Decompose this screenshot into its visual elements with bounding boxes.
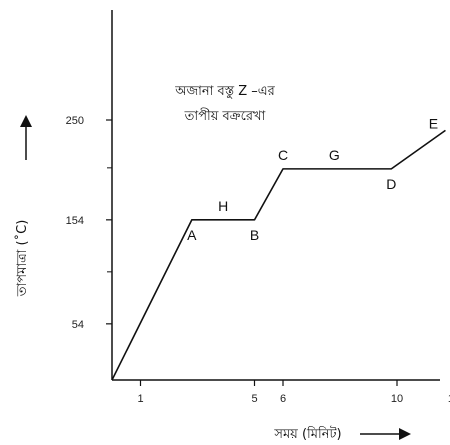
y-tick-label-54: 54 — [72, 319, 84, 331]
y-axis-title: তাপমাত্রা (˚C) — [14, 220, 30, 298]
point-label-A: A — [187, 227, 197, 243]
x-tick-label-10: 10 — [391, 393, 403, 405]
point-label-H: H — [218, 198, 228, 214]
point-label-D: D — [386, 176, 396, 192]
x-axis-title: সময় (মিনিট) — [273, 426, 341, 442]
point-label-B: B — [250, 227, 259, 243]
x-tick-label-12: 12 — [448, 393, 450, 405]
ticks-group: 1 5 6 10 12 54 154 250 — [66, 115, 450, 405]
heating-curve-line — [111, 129, 446, 381]
point-label-G: G — [329, 147, 340, 163]
chart-title-line-1: অজানা বস্তু Z –এর — [174, 84, 275, 99]
point-labels-group: A B C D E H G — [187, 115, 438, 242]
x-tick-label-6: 6 — [280, 393, 286, 405]
x-tick-label-1: 1 — [137, 393, 143, 405]
series-group — [111, 129, 446, 381]
y-tick-label-250: 250 — [66, 115, 84, 127]
point-label-E: E — [429, 115, 438, 131]
x-tick-label-5: 5 — [251, 393, 257, 405]
point-label-C: C — [278, 147, 288, 163]
y-tick-label-154: 154 — [66, 215, 84, 227]
chart-title-line-2: তাপীয় বক্ররেখা — [184, 108, 266, 124]
